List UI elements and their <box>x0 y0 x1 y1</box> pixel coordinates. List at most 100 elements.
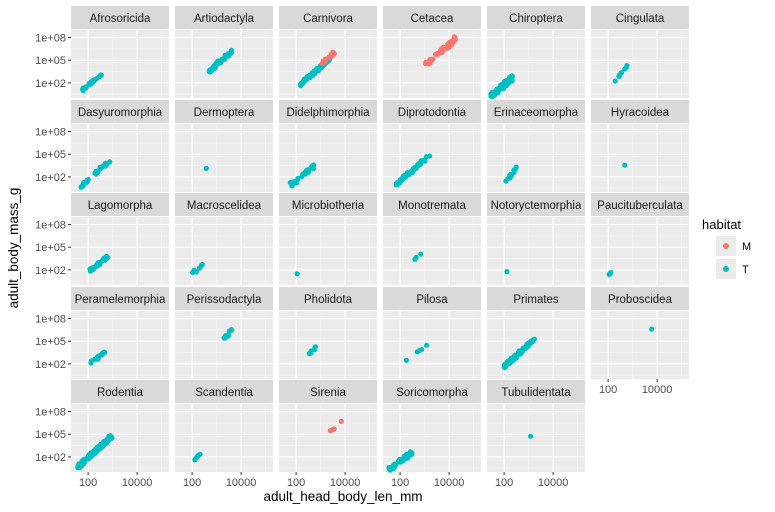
panel-background <box>487 311 585 379</box>
facet-artiodactyla: Artiodactyla <box>175 6 273 98</box>
data-point <box>97 261 103 267</box>
data-point <box>440 47 446 54</box>
data-point <box>418 161 424 167</box>
data-point <box>216 60 222 66</box>
facet-soricomorpha: Soricomorpha <box>383 380 481 473</box>
panel-background <box>383 217 481 285</box>
facet-proboscidea: Proboscidea <box>591 287 689 379</box>
panel-background <box>591 124 689 192</box>
data-point <box>100 257 106 263</box>
data-point <box>393 180 399 186</box>
data-point <box>311 162 317 168</box>
x-axis-title: adult_head_body_len_mm <box>263 489 422 504</box>
x-tick-label: 10000 <box>122 477 153 489</box>
data-point <box>310 166 317 172</box>
panel-background <box>175 217 273 285</box>
data-point <box>88 359 94 365</box>
data-point <box>526 341 533 347</box>
data-point <box>495 87 501 93</box>
data-point <box>295 175 301 181</box>
data-point <box>105 437 111 444</box>
data-point <box>315 65 321 72</box>
data-point <box>502 363 508 369</box>
facet-strip <box>383 193 481 216</box>
facet-strip <box>591 100 689 123</box>
panel-background <box>175 311 273 379</box>
data-point <box>331 426 337 432</box>
panel-background <box>175 124 273 192</box>
x-tick-label: 100 <box>79 477 97 489</box>
facet-strip-label: Scandentia <box>195 387 253 399</box>
data-point <box>419 347 425 353</box>
panel-background <box>487 124 585 192</box>
facet-strip <box>383 100 481 123</box>
facet-paucituberculata: Paucituberculata <box>591 193 689 285</box>
facet-strip <box>279 193 377 216</box>
y-tick-label: 1e+05 <box>35 242 66 254</box>
data-point <box>294 271 300 277</box>
y-tick-label: 1e+08 <box>35 314 66 326</box>
facet-strip <box>71 193 169 216</box>
facet-notoryctemorphia: Notoryctemorphia <box>487 193 585 285</box>
y-tick-label: 1e+08 <box>35 127 66 139</box>
facet-lagomorpha: Lagomorpha <box>71 193 169 285</box>
data-point <box>403 357 409 363</box>
data-point <box>608 269 614 276</box>
facet-strip <box>279 100 377 123</box>
facet-strip-label: Afrosoricida <box>90 13 151 25</box>
facet-strip-label: Monotremata <box>398 200 466 212</box>
panel-background <box>175 404 273 472</box>
y-axis-title: adult_body_mass_g <box>6 188 21 309</box>
facet-strip <box>279 6 377 29</box>
data-point <box>418 251 424 257</box>
data-point <box>404 453 410 459</box>
facet-primates: Primates <box>487 287 585 379</box>
data-point <box>511 169 517 175</box>
x-tick-label: 10000 <box>330 477 361 489</box>
facet-strip-label: Artiodactyla <box>194 13 255 25</box>
data-point <box>516 349 522 355</box>
data-point <box>649 326 655 332</box>
facet-strip-label: Carnivora <box>303 13 353 25</box>
data-point <box>398 459 404 465</box>
y-tick-label: 1e+05 <box>35 55 66 67</box>
facet-erinaceomorpha: Erinaceomorpha <box>487 100 585 192</box>
facet-perissodactyla: Perissodactyla <box>175 287 273 379</box>
data-point <box>300 171 306 177</box>
facet-strip-label: Dasyuromorphia <box>78 107 163 119</box>
facet-macroscelidea: Macroscelidea <box>175 193 273 285</box>
facet-strip <box>175 6 273 29</box>
data-point <box>338 418 344 424</box>
facet-peramelemorphia: Peramelemorphia <box>71 287 169 379</box>
data-point <box>531 336 538 342</box>
panel-background <box>279 404 377 472</box>
facet-didelphimorphia: Didelphimorphia <box>279 100 377 192</box>
panel-background <box>71 217 169 285</box>
data-point <box>427 153 433 159</box>
data-point <box>513 164 519 170</box>
data-point <box>93 170 99 176</box>
facet-pilosa: Pilosa <box>383 287 481 379</box>
facet-strip-label: Perissodactyla <box>187 294 262 306</box>
data-point <box>505 176 511 182</box>
panel-background <box>279 311 377 379</box>
facet-strip-label: Rodentia <box>97 387 144 399</box>
data-point <box>99 444 105 450</box>
x-tick-label: 100 <box>183 477 201 489</box>
data-point <box>75 463 81 470</box>
data-point <box>226 332 232 338</box>
legend-label-t: T <box>742 264 749 276</box>
facet-strip-label: Didelphimorphia <box>286 107 370 119</box>
data-point <box>95 354 101 360</box>
data-point <box>522 344 529 350</box>
facet-strip-label: Pilosa <box>416 294 448 306</box>
legend-title: habitat <box>702 217 741 232</box>
y-tick-label: 1e+05 <box>35 336 66 348</box>
facet-strip-label: Diprotodontia <box>398 107 467 119</box>
x-tick-label: 10000 <box>642 384 673 396</box>
data-point <box>452 34 458 41</box>
data-point <box>228 327 234 333</box>
facet-strip-label: Proboscidea <box>608 294 673 306</box>
data-point <box>424 342 430 348</box>
panel-background <box>487 404 585 472</box>
